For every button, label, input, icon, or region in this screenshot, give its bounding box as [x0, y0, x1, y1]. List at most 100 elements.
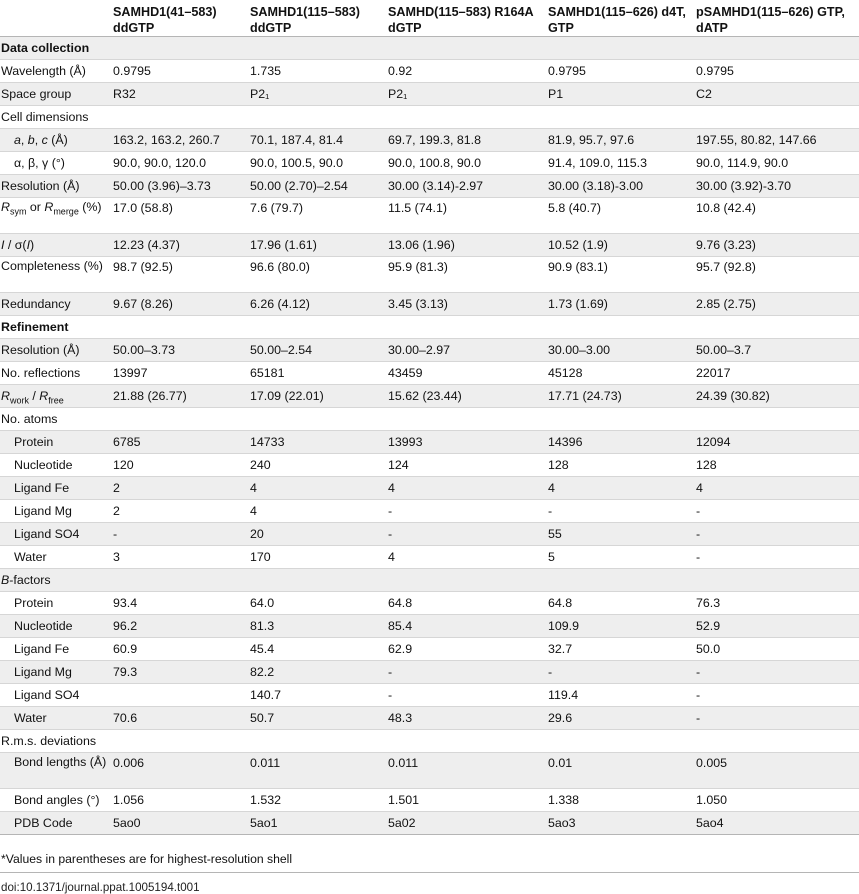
row-label: Completeness (%) — [0, 256, 112, 293]
table-cell: 69.7, 199.3, 81.8 — [387, 128, 547, 152]
table-cell — [695, 407, 859, 431]
table-row: Nucleotide 96.2 81.3 85.4 109.9 52.9 — [0, 614, 859, 638]
table-cell: 29.6 — [547, 706, 695, 730]
table-cell: 30.00 (3.14)-2.97 — [387, 174, 547, 198]
table-cell: 21.88 (26.77) — [112, 384, 249, 408]
table-cell: 4 — [249, 499, 387, 523]
table-cell: 2.85 (2.75) — [695, 292, 859, 316]
table-row: Redundancy 9.67 (8.26) 6.26 (4.12) 3.45 (3.… — [0, 292, 859, 316]
table-cell: 95.7 (92.8) — [695, 256, 859, 293]
table-cell: 4 — [695, 476, 859, 500]
table-cell: 48.3 — [387, 706, 547, 730]
table-cell: 17.71 (24.73) — [547, 384, 695, 408]
table-cell: 81.9, 95.7, 97.6 — [547, 128, 695, 152]
table-cell: 0.006 — [112, 752, 249, 789]
row-label: B-factors — [0, 568, 112, 592]
row-label: Rsym or Rmerge (%) — [0, 197, 112, 234]
table-cell — [695, 729, 859, 753]
table-row: Protein 93.4 64.0 64.8 64.8 76.3 — [0, 591, 859, 615]
row-label: Cell dimensions — [0, 105, 112, 129]
table-cell: 1.056 — [112, 788, 249, 812]
row-label: Ligand Mg — [0, 660, 112, 684]
table-cell: 30.00 (3.18)-3.00 — [547, 174, 695, 198]
row-label: α, β, γ (°) — [0, 151, 112, 175]
row-label: Ligand Fe — [0, 637, 112, 661]
table-cell: 163.2, 163.2, 260.7 — [112, 128, 249, 152]
table-cell: 170 — [249, 545, 387, 569]
table-cell: 82.2 — [249, 660, 387, 684]
table-cell: 128 — [547, 453, 695, 477]
table-cell: 5 — [547, 545, 695, 569]
table-cell — [112, 683, 249, 707]
row-label: Nucleotide — [0, 614, 112, 638]
table-cell: 96.2 — [112, 614, 249, 638]
row-label: Water — [0, 706, 112, 730]
table-cell: - — [695, 706, 859, 730]
table-cell — [387, 407, 547, 431]
table-cell: 0.9795 — [112, 59, 249, 83]
table-cell: 64.8 — [547, 591, 695, 615]
table-cell: 22017 — [695, 361, 859, 385]
table-cell: - — [695, 660, 859, 684]
table-cell: 50.7 — [249, 706, 387, 730]
table-cell: 70.6 — [112, 706, 249, 730]
table-cell: 14733 — [249, 430, 387, 454]
table-cell: 98.7 (92.5) — [112, 256, 249, 293]
table-row: Water 70.6 50.7 48.3 29.6- — [0, 706, 859, 730]
table-cell: 55 — [547, 522, 695, 546]
table-row: Ligand SO4-20-55- — [0, 522, 859, 546]
table-cell: - — [112, 522, 249, 546]
crystallography-table: SAMHD1(41–583) ddGTP SAMHD1(115–583) ddG… — [0, 0, 859, 835]
table-row: No. reflections 13997 65181 43459 45128 22017 — [0, 361, 859, 385]
table-cell — [547, 568, 695, 592]
table-cell: 32.7 — [547, 637, 695, 661]
table-footnote: *Values in parentheses are for highest-r… — [1, 852, 293, 866]
table-row: Resolution (Å) 50.00–3.73 50.00–2.54 30.00–… — [0, 338, 859, 362]
header-cell — [0, 0, 112, 37]
row-label: I / σ(I) — [0, 233, 112, 257]
row-label: Ligand SO4 — [0, 522, 112, 546]
doi-line: doi:10.1371/journal.ppat.1005194.t001 — [1, 881, 200, 894]
header-cell: SAMHD1(115–583) ddGTP — [249, 0, 387, 37]
table-cell: - — [387, 522, 547, 546]
table-cell — [695, 105, 859, 129]
table-cell — [547, 105, 695, 129]
table-cell: 1.73 (1.69) — [547, 292, 695, 316]
table-cell: 13.06 (1.96) — [387, 233, 547, 257]
table-cell — [249, 105, 387, 129]
table-cell: 64.0 — [249, 591, 387, 615]
table-cell: 90.0, 100.5, 90.0 — [249, 151, 387, 175]
table-row: No. atoms — [0, 407, 859, 431]
table-cell: 13993 — [387, 430, 547, 454]
table-cell — [249, 568, 387, 592]
row-label: Ligand SO4 — [0, 683, 112, 707]
header-cell: pSAMHD1(115–626) GTP, dATP — [695, 0, 859, 37]
table-row: Ligand Mg 79.3 82.2- - - — [0, 660, 859, 684]
table-row: Bond angles (°) 1.056 1.532 1.501 1.338 1.050 — [0, 788, 859, 812]
row-label: Bond lengths (Å) — [0, 752, 112, 789]
table-cell: 45.4 — [249, 637, 387, 661]
table-cell: 0.9795 — [695, 59, 859, 83]
table-cell: 50.00 (3.96)–3.73 — [112, 174, 249, 198]
table-cell: 90.0, 90.0, 120.0 — [112, 151, 249, 175]
table-cell: - — [695, 522, 859, 546]
table-cell: 90.0, 100.8, 90.0 — [387, 151, 547, 175]
table-cell — [249, 407, 387, 431]
table-cell: - — [387, 660, 547, 684]
row-label: Rwork / Rfree — [0, 384, 112, 408]
table-cell: P1 — [547, 82, 695, 106]
table-cell — [112, 407, 249, 431]
table-cell: 119.4 — [547, 683, 695, 707]
table-cell: 90.9 (83.1) — [547, 256, 695, 293]
table-cell: 5ao1 — [249, 811, 387, 835]
row-label: No. atoms — [0, 407, 112, 431]
table-cell: 0.011 — [387, 752, 547, 789]
table-cell: 45128 — [547, 361, 695, 385]
table-cell: 4 — [387, 476, 547, 500]
table-cell: 4 — [249, 476, 387, 500]
table-cell: 17.96 (1.61) — [249, 233, 387, 257]
table-cell: - — [387, 683, 547, 707]
row-label: R.m.s. deviations — [0, 729, 112, 753]
table-cell — [249, 315, 387, 339]
table-row: Ligand SO4 140.7-119.4- — [0, 683, 859, 707]
